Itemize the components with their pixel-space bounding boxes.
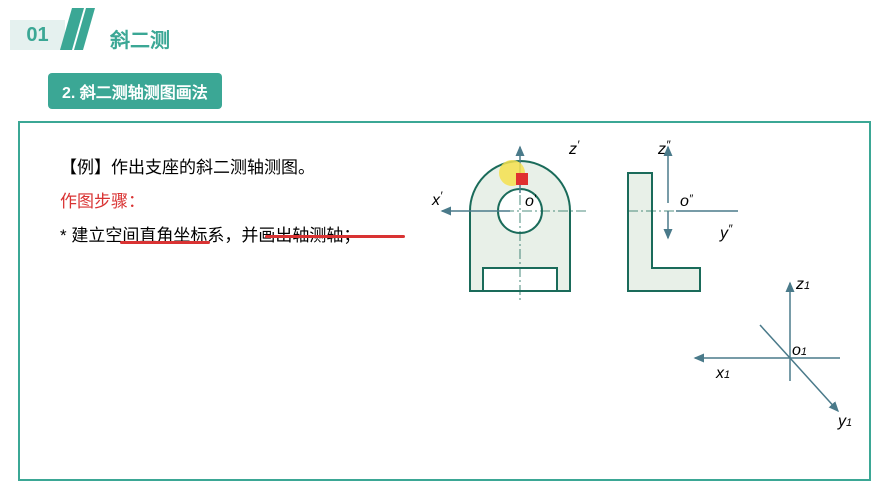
steps-label: 作图步骤： bbox=[60, 185, 360, 219]
o1-label: o1 bbox=[792, 342, 807, 359]
y-dprime-label: y″ bbox=[719, 222, 733, 242]
section-number-box: 01 bbox=[10, 20, 65, 50]
red-underline-2 bbox=[265, 235, 405, 238]
section-title: 斜二测 bbox=[110, 24, 170, 53]
red-square-marker bbox=[516, 173, 528, 185]
x1-label: x1 bbox=[715, 365, 730, 382]
o-dprime-label: o″ bbox=[680, 193, 694, 210]
x-prime-label: x′ bbox=[431, 189, 443, 209]
page-header: 01 斜二测 bbox=[0, 0, 889, 55]
example-label: 【例】 bbox=[60, 158, 111, 177]
z1-label: z1 bbox=[795, 276, 810, 293]
step-star: * bbox=[60, 226, 71, 245]
example-text: 作出支座的斜二测轴测图。 bbox=[111, 158, 315, 177]
diagram-svg: z′ x′ o′ z″ y″ o″ z1 x1 y1 o1 bbox=[420, 133, 870, 463]
example-line: 【例】作出支座的斜二测轴测图。 bbox=[60, 151, 360, 185]
header-slash-decoration bbox=[60, 8, 95, 50]
content-frame: 【例】作出支座的斜二测轴测图。 作图步骤： * 建立空间直角坐标系，并画出轴测轴… bbox=[18, 121, 871, 481]
y1-label: y1 bbox=[837, 413, 852, 430]
diagram-area: z′ x′ o′ z″ y″ o″ z1 x1 y1 o1 bbox=[420, 133, 870, 463]
subtitle-box: 2. 斜二测轴测图画法 bbox=[48, 73, 222, 109]
z-prime-label: z′ bbox=[568, 138, 580, 158]
z-dprime-label: z″ bbox=[657, 138, 671, 158]
section-number: 01 bbox=[26, 24, 48, 47]
red-underline-1 bbox=[120, 241, 210, 244]
axonometric-axes bbox=[695, 283, 840, 411]
